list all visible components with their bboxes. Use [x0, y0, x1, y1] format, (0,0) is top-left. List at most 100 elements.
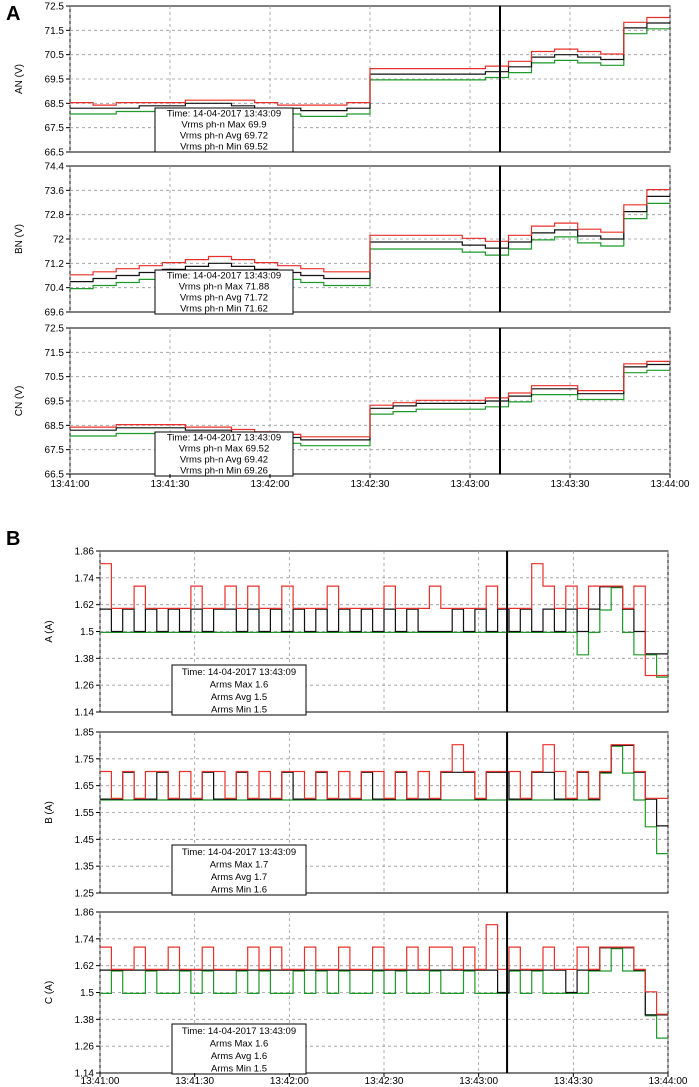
series-line-max — [70, 16, 670, 106]
x-tick-label: 13:41:30 — [151, 479, 190, 490]
x-tick-label: 13:42:30 — [365, 1076, 404, 1087]
tooltip-value: Arms Avg 1.6 — [211, 1051, 267, 1062]
y-tick-label: 1.5 — [80, 988, 94, 999]
y-axis-label: A (A) — [44, 620, 55, 642]
x-tick-label: 13:43:30 — [551, 479, 590, 490]
y-tick-label: 71.5 — [45, 26, 65, 37]
y-tick-label: 72 — [53, 235, 65, 246]
x-tick-label: 13:43:30 — [554, 1076, 593, 1087]
y-tick-label: 74.4 — [45, 162, 65, 173]
tooltip-box — [154, 431, 294, 477]
tooltip-value: Arms Avg 1.7 — [211, 872, 267, 883]
y-tick-label: 67.5 — [45, 445, 65, 456]
panel-label-b: B — [6, 528, 20, 550]
x-tick-label: 13:41:30 — [175, 1076, 214, 1087]
y-tick-label: 66.5 — [45, 470, 65, 481]
y-tick-label: 1.35 — [75, 862, 95, 873]
subplot-c-current: 1.14 1.26 1.38 1.5 1.62 1.74 1.86 C (A) Time: 14… — [44, 908, 669, 1080]
x-tick-label: 13:43:00 — [451, 479, 490, 490]
y-tick-label: 72.5 — [45, 324, 65, 335]
tooltip-time: Time: 14-04-2017 13:43:09 — [182, 1026, 296, 1037]
y-tick-label: 70.4 — [45, 283, 65, 294]
tooltip-time: Time: 14-04-2017 13:43:09 — [167, 271, 281, 282]
tooltip-value: Arms Max 1.6 — [210, 679, 269, 690]
x-tick-label: 13:42:00 — [251, 479, 290, 490]
y-tick-label: 1.75 — [75, 754, 95, 765]
x-tick-label: 13:42:30 — [351, 479, 390, 490]
x-axis-panel-a: 13:41:00 13:41:30 13:42:00 13:42:30 13:43:00… — [51, 474, 690, 490]
y-tick-label: 69.5 — [45, 397, 65, 408]
tooltip-time: Time: 14-04-2017 13:43:09 — [182, 667, 296, 678]
tooltip-box — [171, 664, 307, 716]
y-axis-label: CN (V) — [14, 386, 25, 417]
tooltip-box — [171, 844, 307, 896]
y-tick-label: 68.5 — [45, 421, 65, 432]
x-tick-label: 13:44:00 — [651, 479, 690, 490]
y-tick-label: 1.14 — [75, 708, 95, 719]
y-axis-label: C (A) — [44, 981, 55, 1004]
y-tick-label: 1.26 — [75, 1042, 95, 1053]
y-tick-label: 70.5 — [45, 50, 65, 61]
y-tick-label: 66.5 — [45, 148, 65, 159]
tooltip-value: Vrms ph-n Min 69.52 — [180, 142, 268, 153]
tooltip-value: Vrms ph-n Avg 71.72 — [180, 293, 268, 304]
x-tick-label: 13:44:00 — [649, 1076, 688, 1087]
y-tick-label: 1.55 — [75, 808, 95, 819]
tooltip-box — [154, 107, 294, 153]
y-tick-label: 72.8 — [45, 210, 65, 221]
tooltip-value: Arms Max 1.7 — [210, 859, 269, 870]
y-tick-label: 1.62 — [75, 600, 95, 611]
x-tick-label: 13:43:00 — [459, 1076, 498, 1087]
tooltip-value: Vrms ph-n Avg 69.72 — [180, 131, 268, 142]
tooltip-value: Vrms ph-n Avg 69.42 — [180, 455, 268, 466]
series-line-max — [70, 360, 670, 438]
y-tick-label: 1.74 — [75, 934, 95, 945]
subplot-a-current: 1.14 1.26 1.38 1.5 1.62 1.74 1.86 A (A) Time: 14… — [44, 547, 669, 719]
y-tick-label: 1.25 — [75, 889, 95, 900]
tooltip-value: Arms Max 1.6 — [210, 1038, 269, 1049]
tooltip-value: Arms Min 1.5 — [211, 704, 267, 715]
y-tick-label: 1.38 — [75, 654, 95, 665]
series-line-min — [100, 587, 668, 678]
y-tick-label: 69.5 — [45, 75, 65, 86]
series-group — [100, 924, 668, 1039]
tooltip-value: Vrms ph-n Max 69.9 — [181, 120, 266, 131]
tooltip-value: Arms Min 1.6 — [211, 884, 267, 895]
series-line-max — [100, 563, 668, 677]
y-tick-label: 70.5 — [45, 372, 65, 383]
series-line-avg — [70, 22, 670, 112]
y-tick-label: 1.65 — [75, 781, 95, 792]
y-tick-label: 72.5 — [45, 2, 65, 13]
x-tick-label: 13:41:00 — [51, 479, 90, 490]
tooltip-value: Vrms ph-n Max 71.88 — [179, 282, 269, 293]
series-line-max — [100, 744, 668, 799]
y-tick-label: 1.86 — [75, 908, 95, 919]
tooltip-value: Arms Avg 1.5 — [211, 692, 267, 703]
y-tick-label: 1.26 — [75, 681, 95, 692]
tooltip-value: Arms Min 1.5 — [211, 1063, 267, 1074]
subplot-cn-voltage: 66.5 67.5 68.5 69.5 70.5 71.5 72.5 CN (V) Time: … — [14, 324, 671, 481]
y-tick-label: 1.86 — [75, 547, 95, 558]
series-line-avg — [100, 947, 668, 1016]
x-axis-panel-b: 13:41:00 13:41:30 13:42:00 13:42:30 13:43:00… — [81, 1073, 688, 1087]
subplot-an-voltage: 66.5 67.5 68.5 69.5 70.5 71.5 72.5 AN (V) Time: … — [14, 2, 671, 159]
series-line-min — [100, 948, 668, 1039]
panel-label-a: A — [6, 3, 20, 25]
series-group — [100, 744, 668, 855]
subplot-bn-voltage: 69.6 70.4 71.2 72 72.8 73.6 74.4 BN (V) Time: 14… — [14, 162, 671, 319]
series-line-max — [100, 924, 668, 1015]
tooltip-box — [154, 269, 294, 315]
series-line-avg — [100, 586, 668, 655]
y-tick-label: 1.38 — [75, 1015, 95, 1026]
series-group — [100, 563, 668, 678]
y-tick-label: 68.5 — [45, 99, 65, 110]
y-tick-label: 69.6 — [45, 308, 65, 319]
y-axis-label: AN (V) — [14, 64, 25, 94]
y-tick-label: 71.5 — [45, 348, 65, 359]
